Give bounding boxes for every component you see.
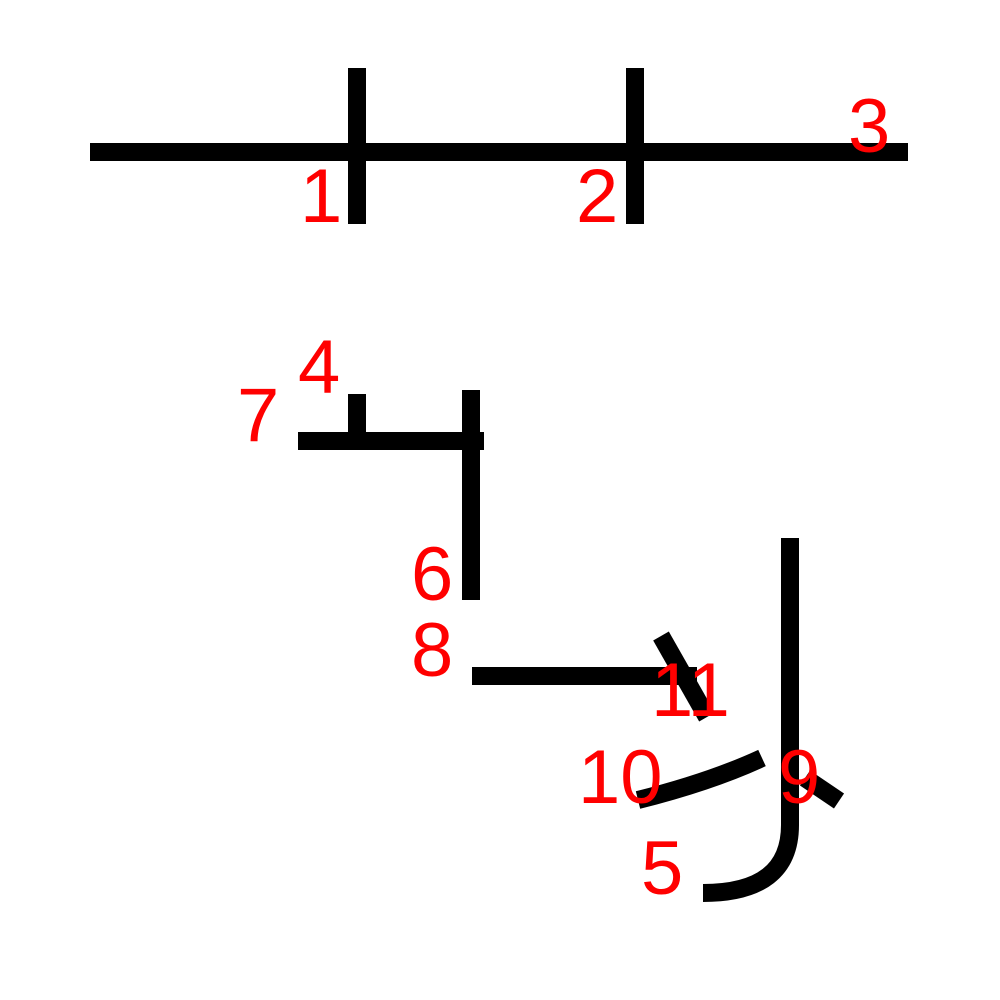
- stroke-label-2: 2: [576, 154, 618, 239]
- stroke-label-6: 6: [411, 532, 453, 617]
- stroke-label-11: 11: [651, 648, 730, 733]
- stroke-hook-vertical: [702, 538, 799, 902]
- stroke-label-9: 9: [778, 735, 820, 820]
- stroke-label-5: 5: [641, 826, 683, 911]
- stroke-label-8: 8: [411, 608, 453, 693]
- stroke-left-dot-curve: [635, 749, 766, 809]
- stroke-label-3: 3: [848, 84, 890, 169]
- stroke-label-4: 4: [298, 325, 340, 410]
- stroke-label-10: 10: [578, 735, 663, 820]
- stroke-label-1: 1: [300, 154, 342, 239]
- stroke-short-diagonal: [653, 631, 715, 722]
- stroke-right-dot: [799, 770, 845, 809]
- stroke-label-7: 7: [237, 373, 279, 458]
